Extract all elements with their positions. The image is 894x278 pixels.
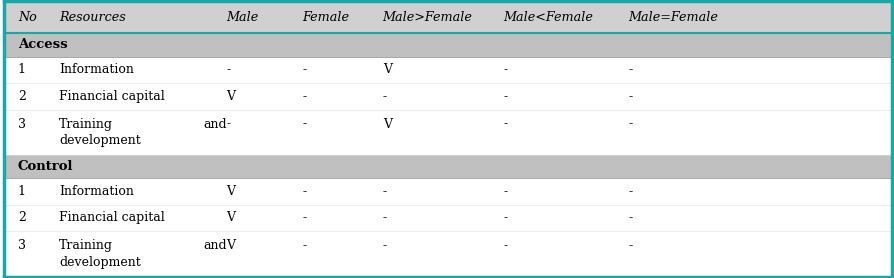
Text: -: - (628, 212, 633, 224)
Text: Financial capital: Financial capital (59, 212, 164, 224)
Text: and: and (204, 118, 227, 131)
Text: 2: 2 (18, 90, 26, 103)
Text: -: - (503, 185, 508, 198)
Bar (4, 1, 892, 33)
Text: V: V (383, 63, 392, 76)
Text: Training: Training (59, 239, 113, 252)
Text: 2: 2 (18, 212, 26, 224)
Text: -: - (628, 63, 633, 76)
Text: -: - (226, 63, 231, 76)
Text: -: - (302, 90, 307, 103)
Text: 1: 1 (18, 185, 26, 198)
Text: -: - (383, 212, 387, 224)
Text: 3: 3 (18, 239, 26, 252)
Text: Access: Access (18, 38, 68, 51)
Text: 3: 3 (18, 118, 26, 131)
Text: -: - (383, 90, 387, 103)
Text: -: - (503, 90, 508, 103)
Text: Female: Female (302, 11, 350, 24)
Text: Resources: Resources (59, 11, 126, 24)
Bar (4, 57, 892, 83)
Text: -: - (628, 239, 633, 252)
Text: Male<Female: Male<Female (503, 11, 594, 24)
Text: development: development (59, 134, 140, 147)
Text: -: - (503, 239, 508, 252)
Text: -: - (302, 239, 307, 252)
Text: Male: Male (226, 11, 258, 24)
Text: V: V (226, 185, 235, 198)
Bar (4, 33, 892, 57)
Text: V: V (226, 90, 235, 103)
Bar (4, 155, 892, 178)
Text: -: - (503, 63, 508, 76)
Text: Training: Training (59, 118, 113, 131)
Text: -: - (302, 212, 307, 224)
Bar (4, 231, 892, 277)
Text: -: - (628, 90, 633, 103)
Text: Male>Female: Male>Female (383, 11, 473, 24)
Text: Information: Information (59, 63, 134, 76)
Text: V: V (226, 212, 235, 224)
Bar (4, 110, 892, 155)
Bar (4, 178, 892, 205)
Text: -: - (302, 118, 307, 131)
Text: 1: 1 (18, 63, 26, 76)
Text: Financial capital: Financial capital (59, 90, 164, 103)
Text: -: - (302, 63, 307, 76)
Text: -: - (503, 118, 508, 131)
Text: -: - (628, 185, 633, 198)
Text: V: V (226, 239, 235, 252)
Bar (4, 83, 892, 110)
Text: Information: Information (59, 185, 134, 198)
Text: -: - (503, 212, 508, 224)
Text: and: and (204, 239, 227, 252)
Text: -: - (383, 185, 387, 198)
Text: -: - (302, 185, 307, 198)
Text: -: - (383, 239, 387, 252)
Text: -: - (226, 118, 231, 131)
Text: Control: Control (18, 160, 73, 173)
Text: -: - (628, 118, 633, 131)
Bar (4, 205, 892, 231)
Text: No: No (18, 11, 37, 24)
Text: Male=Female: Male=Female (628, 11, 719, 24)
Text: development: development (59, 255, 140, 269)
Text: V: V (383, 118, 392, 131)
